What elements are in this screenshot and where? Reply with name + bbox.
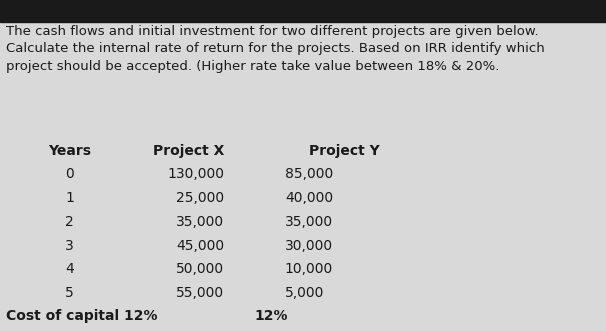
Text: 35,000: 35,000 <box>285 215 333 229</box>
Text: 3: 3 <box>65 239 74 253</box>
Text: 1: 1 <box>65 191 74 205</box>
Text: Years: Years <box>48 144 91 158</box>
Text: Cost of capital 12%: Cost of capital 12% <box>6 309 158 323</box>
Text: 130,000: 130,000 <box>167 167 224 181</box>
Text: 10,000: 10,000 <box>285 262 333 276</box>
Text: 45,000: 45,000 <box>176 239 224 253</box>
Text: 85,000: 85,000 <box>285 167 333 181</box>
Text: 30,000: 30,000 <box>285 239 333 253</box>
Text: 12%: 12% <box>255 309 288 323</box>
Text: The cash flows and initial investment for two different projects are given below: The cash flows and initial investment fo… <box>6 25 545 73</box>
Text: 0: 0 <box>65 167 74 181</box>
Text: 4: 4 <box>65 262 74 276</box>
Text: Project X: Project X <box>153 144 224 158</box>
Text: 25,000: 25,000 <box>176 191 224 205</box>
Text: 40,000: 40,000 <box>285 191 333 205</box>
Bar <box>0 0 606 22</box>
Text: 2: 2 <box>65 215 74 229</box>
Text: 5,000: 5,000 <box>285 286 324 300</box>
Text: 5: 5 <box>65 286 74 300</box>
Text: 55,000: 55,000 <box>176 286 224 300</box>
Text: 35,000: 35,000 <box>176 215 224 229</box>
Text: 50,000: 50,000 <box>176 262 224 276</box>
Text: Project Y: Project Y <box>309 144 380 158</box>
